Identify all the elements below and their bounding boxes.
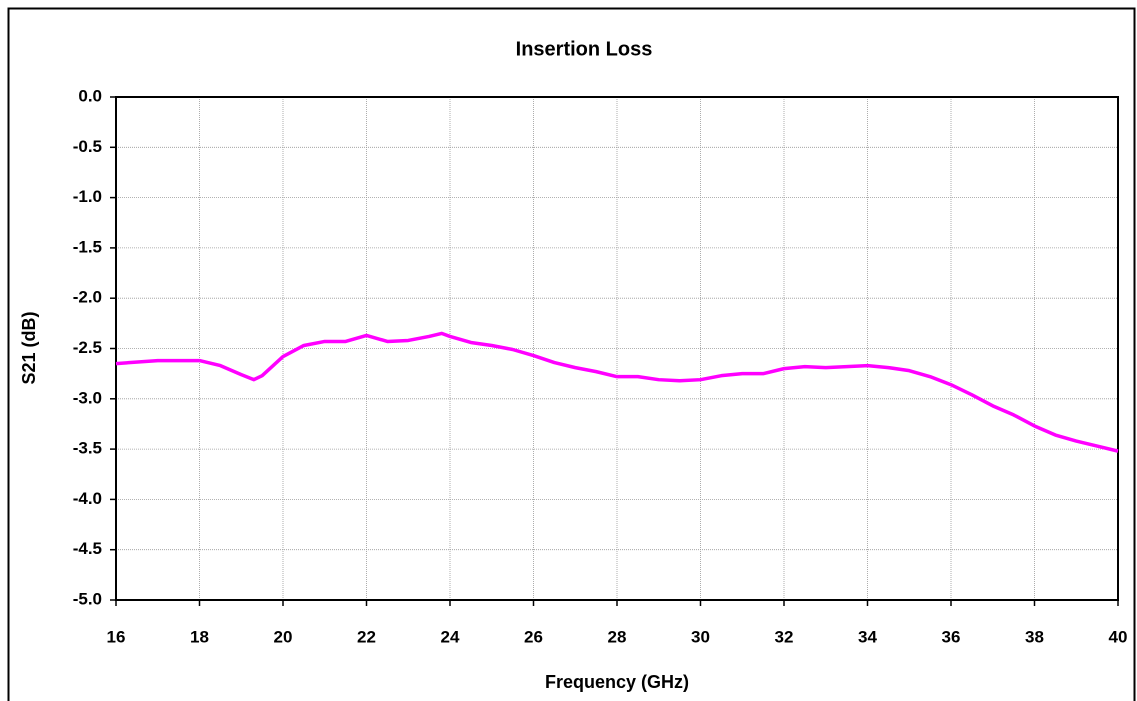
y-axis-label: S21 (dB)	[19, 311, 39, 384]
y-tick-label: -4.0	[73, 489, 102, 508]
x-tick-label: 16	[107, 627, 126, 646]
chart-title: Insertion Loss	[516, 38, 653, 60]
y-tick-label: 0.0	[78, 86, 102, 105]
x-tick-label: 28	[608, 627, 627, 646]
x-tick-label: 22	[357, 627, 376, 646]
y-tick-label: -1.0	[73, 187, 102, 206]
x-tick-label: 24	[441, 627, 460, 646]
x-tick-label: 38	[1025, 627, 1044, 646]
x-tick-label: 20	[274, 627, 293, 646]
y-tick-label: -0.5	[73, 137, 102, 156]
plot-border	[115, 96, 1119, 601]
y-tick-label: -2.0	[73, 288, 102, 307]
y-tick-label: -3.5	[73, 439, 102, 458]
x-tick-label: 26	[524, 627, 543, 646]
x-tick-label: 34	[858, 627, 877, 646]
y-tick-label: -4.5	[73, 539, 102, 558]
x-tick-label: 32	[775, 627, 794, 646]
x-tick-label: 18	[190, 627, 209, 646]
y-tick-label: -5.0	[73, 589, 102, 608]
y-tick-label: -1.5	[73, 237, 102, 256]
x-tick-label: 36	[942, 627, 961, 646]
data-line	[115, 331, 1119, 453]
y-tick-label: -3.0	[73, 388, 102, 407]
x-axis-label: Frequency (GHz)	[545, 672, 689, 692]
x-tick-label: 40	[1109, 627, 1128, 646]
y-tick-label: -2.5	[73, 338, 102, 357]
x-tick-label: 30	[691, 627, 710, 646]
